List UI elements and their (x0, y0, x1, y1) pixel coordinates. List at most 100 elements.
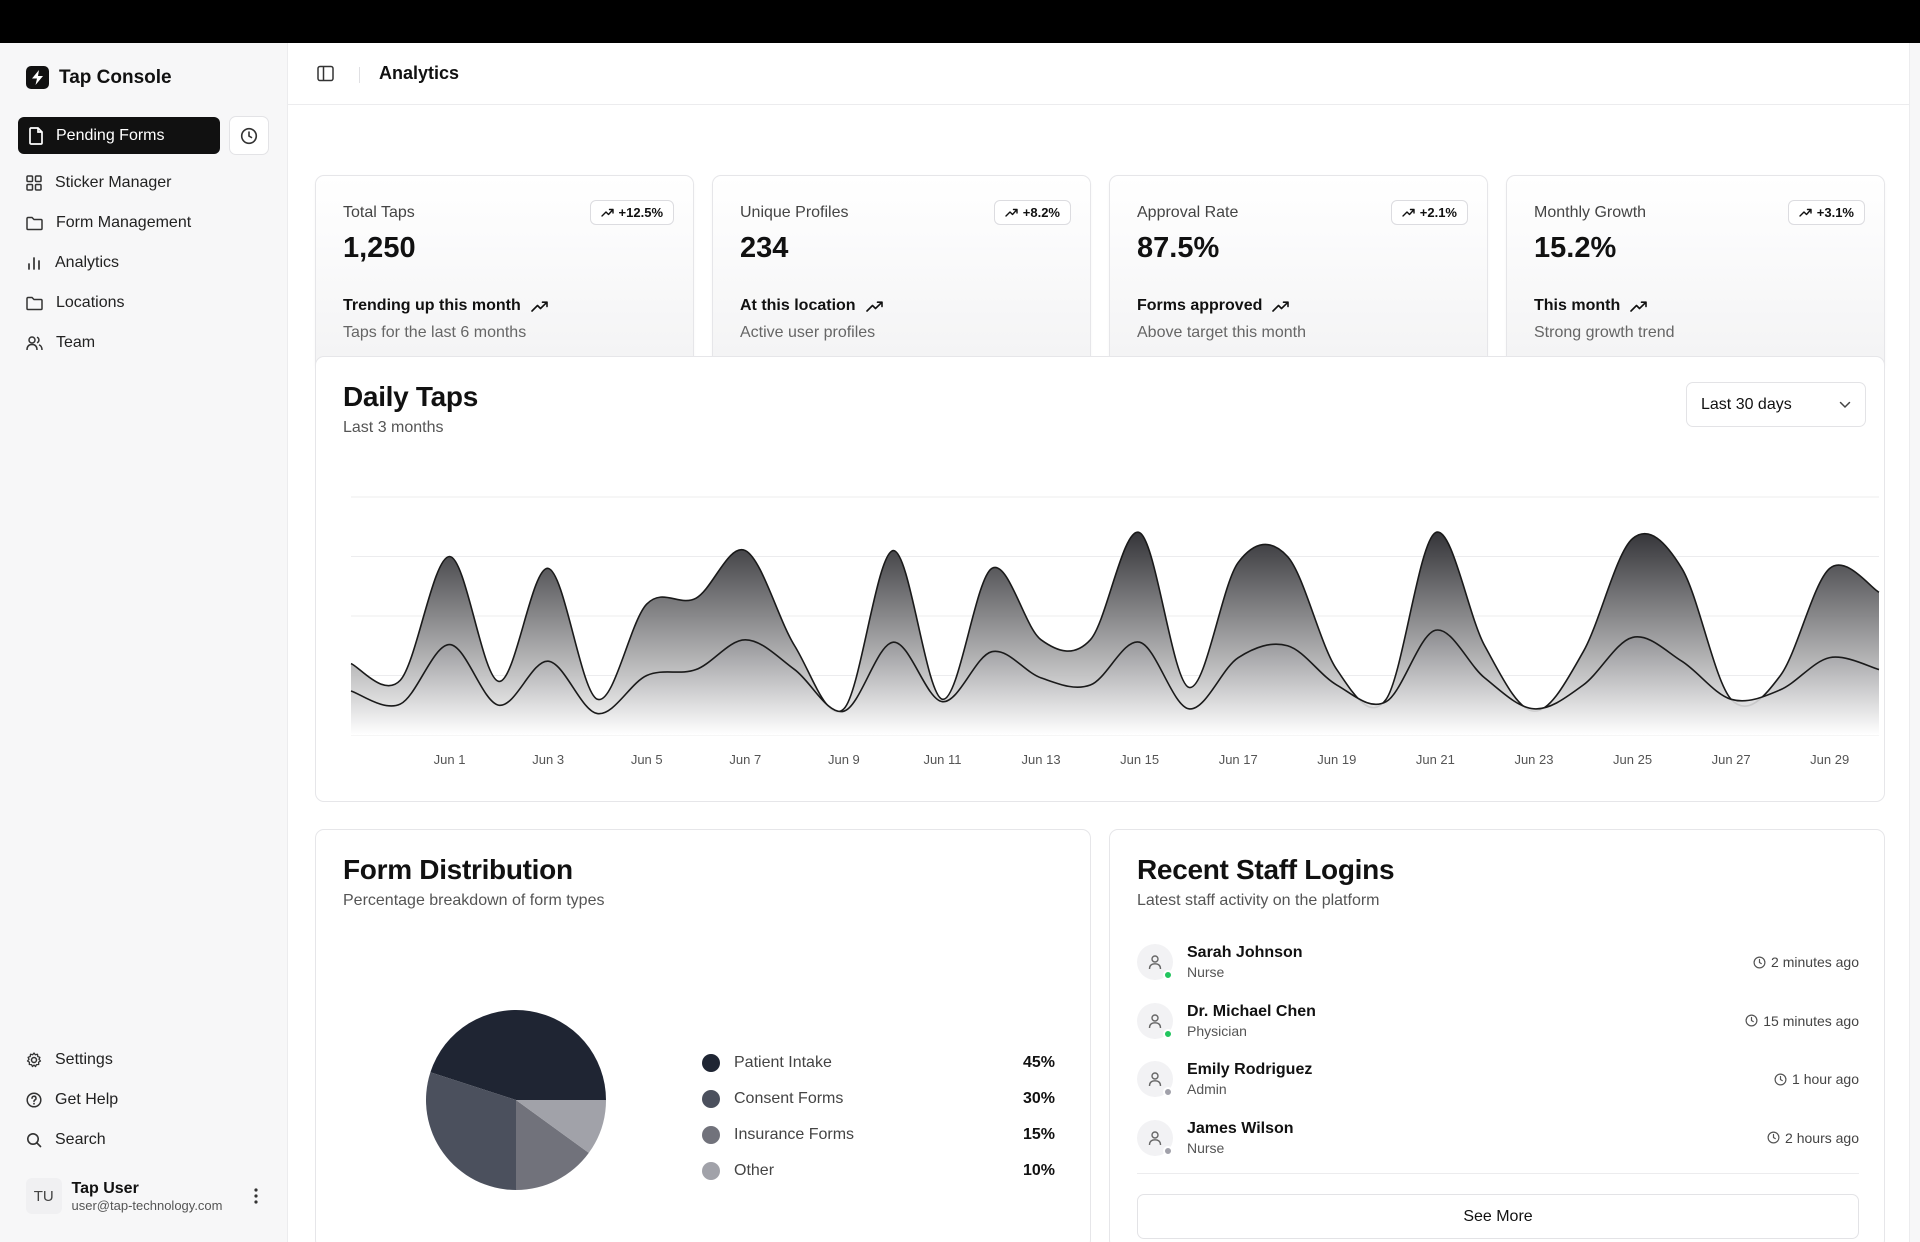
page-title: Analytics (379, 63, 460, 83)
status-dot (1163, 1028, 1173, 1039)
stat-foot-title: At this location (740, 297, 883, 315)
pie-slice (430, 1010, 606, 1100)
stat-label: Total Taps (343, 204, 415, 221)
card-title: Form Distribution (343, 854, 573, 885)
clock-icon (1767, 1131, 1780, 1144)
stat-label: Monthly Growth (1534, 204, 1647, 221)
trending-up-icon (1630, 300, 1648, 312)
sidebar-item-get-help[interactable]: Get Help (26, 1080, 118, 1120)
see-more-button[interactable]: See More (1137, 1194, 1859, 1239)
sidebar-item-team[interactable]: Team (26, 323, 191, 363)
user-menu[interactable]: TU Tap User user@tap-technology.com (26, 1173, 266, 1219)
sidebar-toggle-icon[interactable] (317, 65, 334, 87)
sidebar-item-label: Locations (56, 294, 125, 311)
sidebar-item-locations[interactable]: Locations (26, 283, 191, 323)
sidebar-item-search[interactable]: Search (26, 1120, 118, 1160)
brand[interactable]: Tap Console (26, 66, 172, 89)
card-title: Recent Staff Logins (1137, 854, 1395, 885)
x-tick-label: Jun 21 (1416, 752, 1455, 767)
stat-label: Unique Profiles (740, 204, 849, 221)
trend-badge: +2.1% (1390, 200, 1468, 225)
badge-text: +2.1% (1419, 205, 1457, 220)
sidebar-item-label: Form Management (56, 214, 192, 231)
stat-value: 15.2% (1534, 232, 1617, 264)
file-icon (29, 126, 43, 145)
user-info: Tap User user@tap-technology.com (72, 1180, 235, 1213)
history-button[interactable] (229, 116, 269, 155)
legend-swatch (702, 1162, 720, 1180)
folder-icon (26, 296, 43, 310)
users-icon (26, 336, 43, 351)
stat-card-total-taps: Total Taps 1,250 +12.5% Trending up this… (315, 175, 694, 373)
trending-up-icon (1799, 208, 1812, 217)
login-row[interactable]: Sarah Johnson Nurse 2 minutes ago (1137, 933, 1859, 991)
login-time: 1 hour ago (1774, 1071, 1859, 1087)
range-select[interactable]: Last 30 days (1686, 382, 1866, 427)
stat-value: 1,250 (343, 232, 416, 264)
x-tick-label: Jun 29 (1810, 752, 1849, 767)
sidebar-item-label: Analytics (55, 254, 120, 271)
user-avatar-icon (1137, 1061, 1173, 1097)
trending-up-icon (600, 208, 614, 217)
sidebar-item-label: Settings (55, 1051, 113, 1068)
pending-forms-button[interactable]: Pending Forms (18, 117, 220, 154)
badge-text: +12.5% (618, 205, 663, 220)
pie-slice (516, 1100, 606, 1153)
gear-icon (26, 1052, 42, 1068)
status-dot (1163, 970, 1173, 980)
x-tick-label: Jun 1 (434, 752, 466, 767)
login-time-text: 15 minutes ago (1763, 1012, 1859, 1029)
app-name: Tap Console (59, 66, 172, 88)
login-role: Nurse (1187, 964, 1225, 980)
x-tick-label: Jun 27 (1712, 752, 1751, 767)
page-header: Analytics (288, 43, 1909, 105)
legend-item: Patient Intake 45% (702, 1045, 1055, 1081)
stat-foot-sub: Taps for the last 6 months (343, 324, 527, 341)
login-row[interactable]: James Wilson Nurse 2 hours ago (1137, 1109, 1859, 1167)
status-dot (1163, 1087, 1173, 1097)
lightning-logo-icon (26, 66, 49, 89)
search-icon (27, 1133, 42, 1148)
login-name: Dr. Michael Chen (1187, 1002, 1316, 1020)
header-divider (359, 67, 360, 83)
legend-swatch (702, 1126, 720, 1144)
legend-value: 10% (1022, 1162, 1055, 1179)
daily-taps-card: Daily Taps Last 3 months Last 30 days Ju… (315, 356, 1885, 802)
area-series-2-fill (351, 629, 1879, 735)
user-avatar-icon (1137, 1002, 1173, 1039)
foot-title-text: Trending up this month (343, 297, 521, 314)
stat-foot-sub: Above target this month (1137, 324, 1306, 341)
sidebar-nav: Sticker Manager Form Management Analytic… (26, 163, 191, 363)
sidebar-item-analytics[interactable]: Analytics (26, 243, 191, 283)
legend-value: 15% (1022, 1126, 1055, 1143)
sidebar-item-form-management[interactable]: Form Management (26, 203, 191, 243)
trend-badge: +12.5% (589, 200, 674, 225)
folder-icon (26, 216, 43, 230)
user-avatar-icon (1137, 944, 1173, 980)
clock-icon (1774, 1072, 1787, 1086)
daily-taps-area-chart: Jun 1 Jun 3 Jun 5 Jun 7 Jun 9 Jun 11 Jun 13 Jun… (350, 496, 1880, 767)
legend-label: Other (734, 1162, 775, 1179)
sidebar-item-settings[interactable]: Settings (26, 1040, 118, 1080)
area-series-1-line (350, 531, 1880, 713)
login-time: 2 minutes ago (1753, 954, 1859, 970)
sidebar-item-sticker-manager[interactable]: Sticker Manager (26, 163, 191, 203)
stat-card-approval-rate: Approval Rate 87.5% +2.1% Forms approved… (1109, 175, 1488, 373)
login-row[interactable]: Dr. Michael Chen Physician 15 minutes ago (1137, 992, 1859, 1050)
user-name: Tap User (71, 1179, 139, 1197)
more-vertical-icon[interactable] (246, 1188, 266, 1204)
legend-item: Consent Forms 30% (702, 1081, 1055, 1117)
trending-up-icon (1005, 208, 1018, 217)
area-series-2-line (350, 629, 1880, 715)
stat-card-monthly-growth: Monthly Growth 15.2% +3.1% This month St… (1506, 175, 1885, 373)
login-role: Physician (1187, 1022, 1247, 1039)
badge-text: +3.1% (1816, 205, 1854, 220)
form-distribution-card: Form Distribution Percentage breakdown o… (315, 829, 1091, 1242)
pie-slice (426, 1072, 516, 1190)
login-name: Emily Rodriguez (1187, 1061, 1313, 1078)
foot-title-text: Forms approved (1137, 297, 1263, 314)
login-row[interactable]: Emily Rodriguez Admin 1 hour ago (1137, 1050, 1859, 1108)
card-subtitle: Last 3 months (343, 419, 444, 436)
clock-icon (1753, 955, 1766, 969)
help-icon (26, 1092, 42, 1108)
